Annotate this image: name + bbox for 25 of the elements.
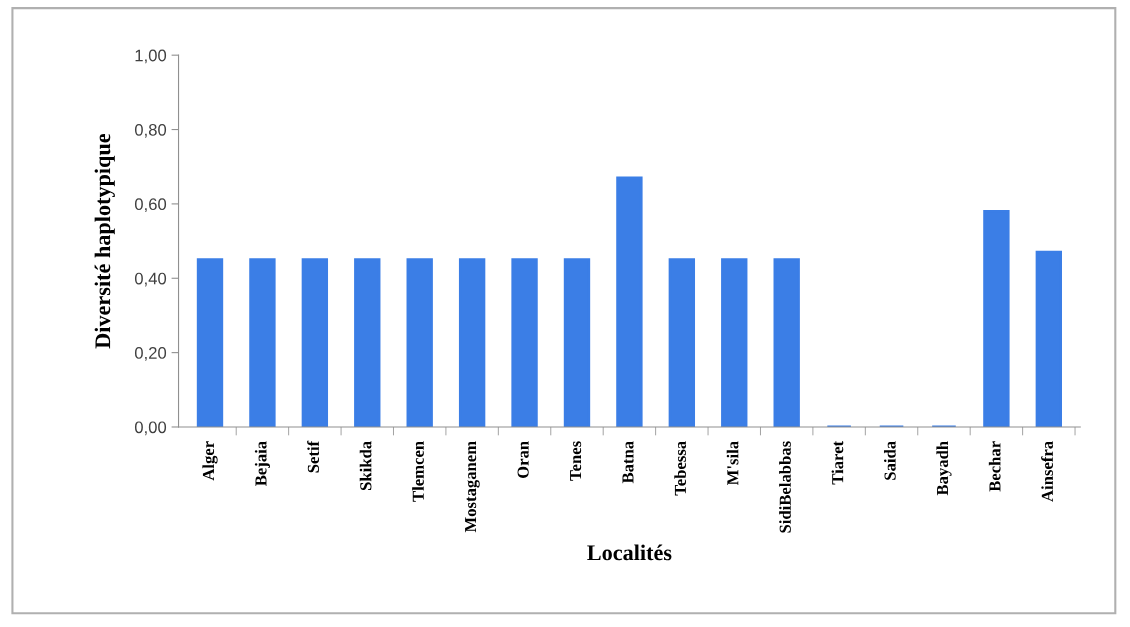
x-tick-label: Saida [883, 441, 896, 480]
x-tick-label: Skikda [359, 441, 372, 491]
y-tick-label: 0,00 [134, 421, 167, 436]
x-tick-label: Bechar [988, 441, 1001, 492]
x-tick-label: Ainsefra [1041, 441, 1053, 502]
x-tick-label: SidiBelabbas [779, 441, 791, 533]
y-tick-label: 0,20 [134, 347, 167, 361]
x-tick-label: Batna [622, 441, 634, 484]
x-tick-label: Tlemcen [412, 441, 424, 502]
x-tick-label: Mostaganem [465, 441, 480, 533]
y-axis-title: Diversité haplotypique [94, 133, 115, 349]
x-tick-label: M'sila [726, 441, 739, 486]
y-tick-label: 0,60 [134, 198, 167, 213]
y-tick-label: 0,80 [134, 123, 167, 138]
x-tick-label: Tiaret [831, 440, 844, 485]
x-tick-label: Bayadh [936, 441, 952, 496]
x-tick-label: Alger [202, 441, 218, 481]
x-axis-title: Localités [587, 544, 672, 561]
x-tick-label: Setif [307, 440, 320, 473]
x-tick-label: Bejaia [254, 441, 270, 486]
x-tick-label: Oran [517, 441, 529, 479]
x-tick-label: Tebessa [674, 441, 687, 496]
y-tick-label: 1,00 [135, 49, 167, 64]
y-tick-label: 0,40 [134, 272, 167, 287]
x-tick-label: Tenes [570, 441, 582, 481]
